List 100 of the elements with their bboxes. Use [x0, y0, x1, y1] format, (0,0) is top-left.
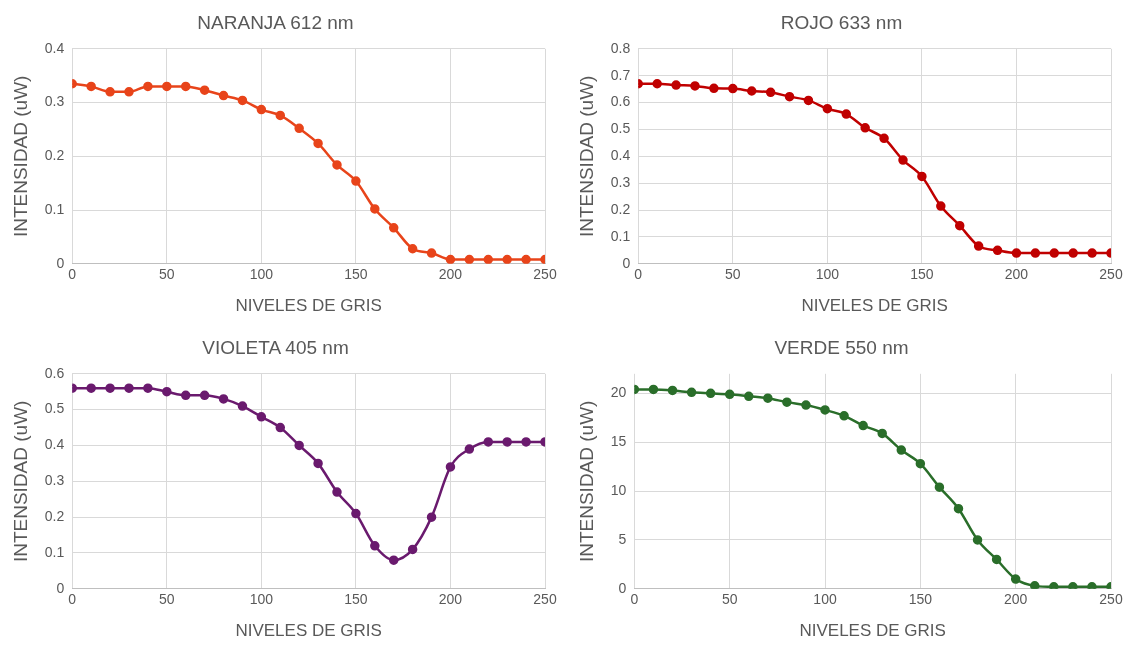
point [954, 220, 965, 231]
y-tick-label: 0.3 [44, 93, 65, 110]
point [671, 80, 681, 90]
x-tick-label: 50 [725, 266, 741, 283]
point [803, 95, 814, 106]
x-tick-label: 100 [815, 266, 840, 283]
point [992, 245, 1003, 256]
point [407, 544, 418, 555]
y-tick-label: 0.4 [44, 39, 65, 56]
point [162, 386, 172, 397]
chart-title: ROJO 633 nm [780, 11, 903, 33]
point [898, 155, 908, 165]
point [86, 81, 96, 92]
point [143, 383, 153, 393]
point [765, 87, 776, 98]
point [879, 133, 889, 144]
point [218, 394, 229, 404]
point [1011, 248, 1022, 258]
point [724, 389, 735, 400]
point [705, 388, 716, 399]
point [1049, 582, 1059, 589]
y-tick-label: 0 [618, 579, 627, 596]
point [784, 91, 795, 102]
point [521, 437, 531, 447]
x-tick-label: 150 [344, 266, 368, 283]
x-tick-label: 50 [159, 591, 175, 608]
point [839, 411, 849, 421]
y-tick-label: 0 [56, 579, 65, 596]
point [763, 393, 773, 403]
x-tick-label: 50 [159, 266, 175, 283]
x-axis-title: NIVELES DE GRIS [801, 296, 948, 316]
point [237, 95, 248, 106]
point [1049, 248, 1060, 258]
point [934, 482, 945, 492]
x-tick-label: 50 [721, 591, 738, 608]
point [464, 254, 475, 264]
point [483, 254, 494, 264]
y-tick-label: 0 [622, 254, 631, 271]
point [991, 554, 1002, 565]
point [313, 458, 323, 469]
point [124, 87, 134, 97]
point [667, 385, 678, 396]
y-tick-label: 0.6 [44, 364, 65, 381]
chart-title: NARANJA 612 nm [197, 11, 354, 33]
point [744, 391, 754, 402]
point [1010, 574, 1021, 584]
y-tick-label: 0.1 [44, 543, 65, 560]
point [1030, 248, 1041, 258]
x-tick-label: 100 [813, 591, 837, 608]
point [313, 138, 323, 149]
y-tick-label: 0.1 [44, 200, 65, 217]
point [973, 241, 984, 251]
point [917, 171, 927, 182]
point [388, 223, 399, 233]
point [521, 254, 531, 264]
point [1068, 248, 1078, 258]
y-tick-label: 0.5 [610, 120, 631, 137]
point [199, 390, 210, 401]
y-tick-label: 0.4 [44, 436, 65, 453]
point [218, 90, 229, 101]
point [652, 78, 662, 89]
y-tick-label: 10 [610, 481, 627, 498]
point [162, 81, 172, 92]
point [782, 397, 792, 407]
y-tick-label: 0.8 [610, 39, 631, 56]
x-tick-label: 250 [533, 266, 557, 283]
point [686, 387, 697, 398]
point [351, 508, 361, 519]
point [275, 422, 286, 433]
y-tick-label: 20 [610, 384, 627, 401]
x-tick-label: 250 [1099, 591, 1123, 608]
x-tick-label: 150 [344, 591, 368, 608]
y-tick-label: 0.2 [610, 200, 631, 217]
point [746, 86, 757, 96]
point [143, 81, 153, 92]
y-tick-label: 0.5 [44, 400, 65, 417]
point [820, 405, 830, 415]
point [124, 383, 134, 393]
x-tick-label: 200 [438, 266, 463, 283]
point [860, 123, 870, 133]
x-tick-label: 150 [910, 266, 934, 283]
point [841, 109, 852, 119]
point [237, 401, 248, 411]
point [388, 555, 399, 565]
x-tick-label: 0 [68, 591, 77, 608]
y-tick-label: 0.3 [44, 472, 65, 489]
y-tick-label: 0 [56, 254, 65, 271]
x-tick-label: 0 [634, 266, 643, 283]
point [86, 383, 96, 393]
point [407, 244, 418, 254]
point [105, 383, 115, 393]
x-tick-label: 200 [1003, 591, 1028, 608]
point [445, 254, 456, 264]
point [180, 81, 191, 92]
point [801, 400, 811, 410]
point [502, 437, 512, 447]
point [502, 254, 512, 264]
point [1029, 581, 1040, 589]
y-axis-title: INTENSIDAD (uW) [575, 400, 597, 563]
y-axis-title: INTENSIDAD (uW) [575, 75, 597, 238]
